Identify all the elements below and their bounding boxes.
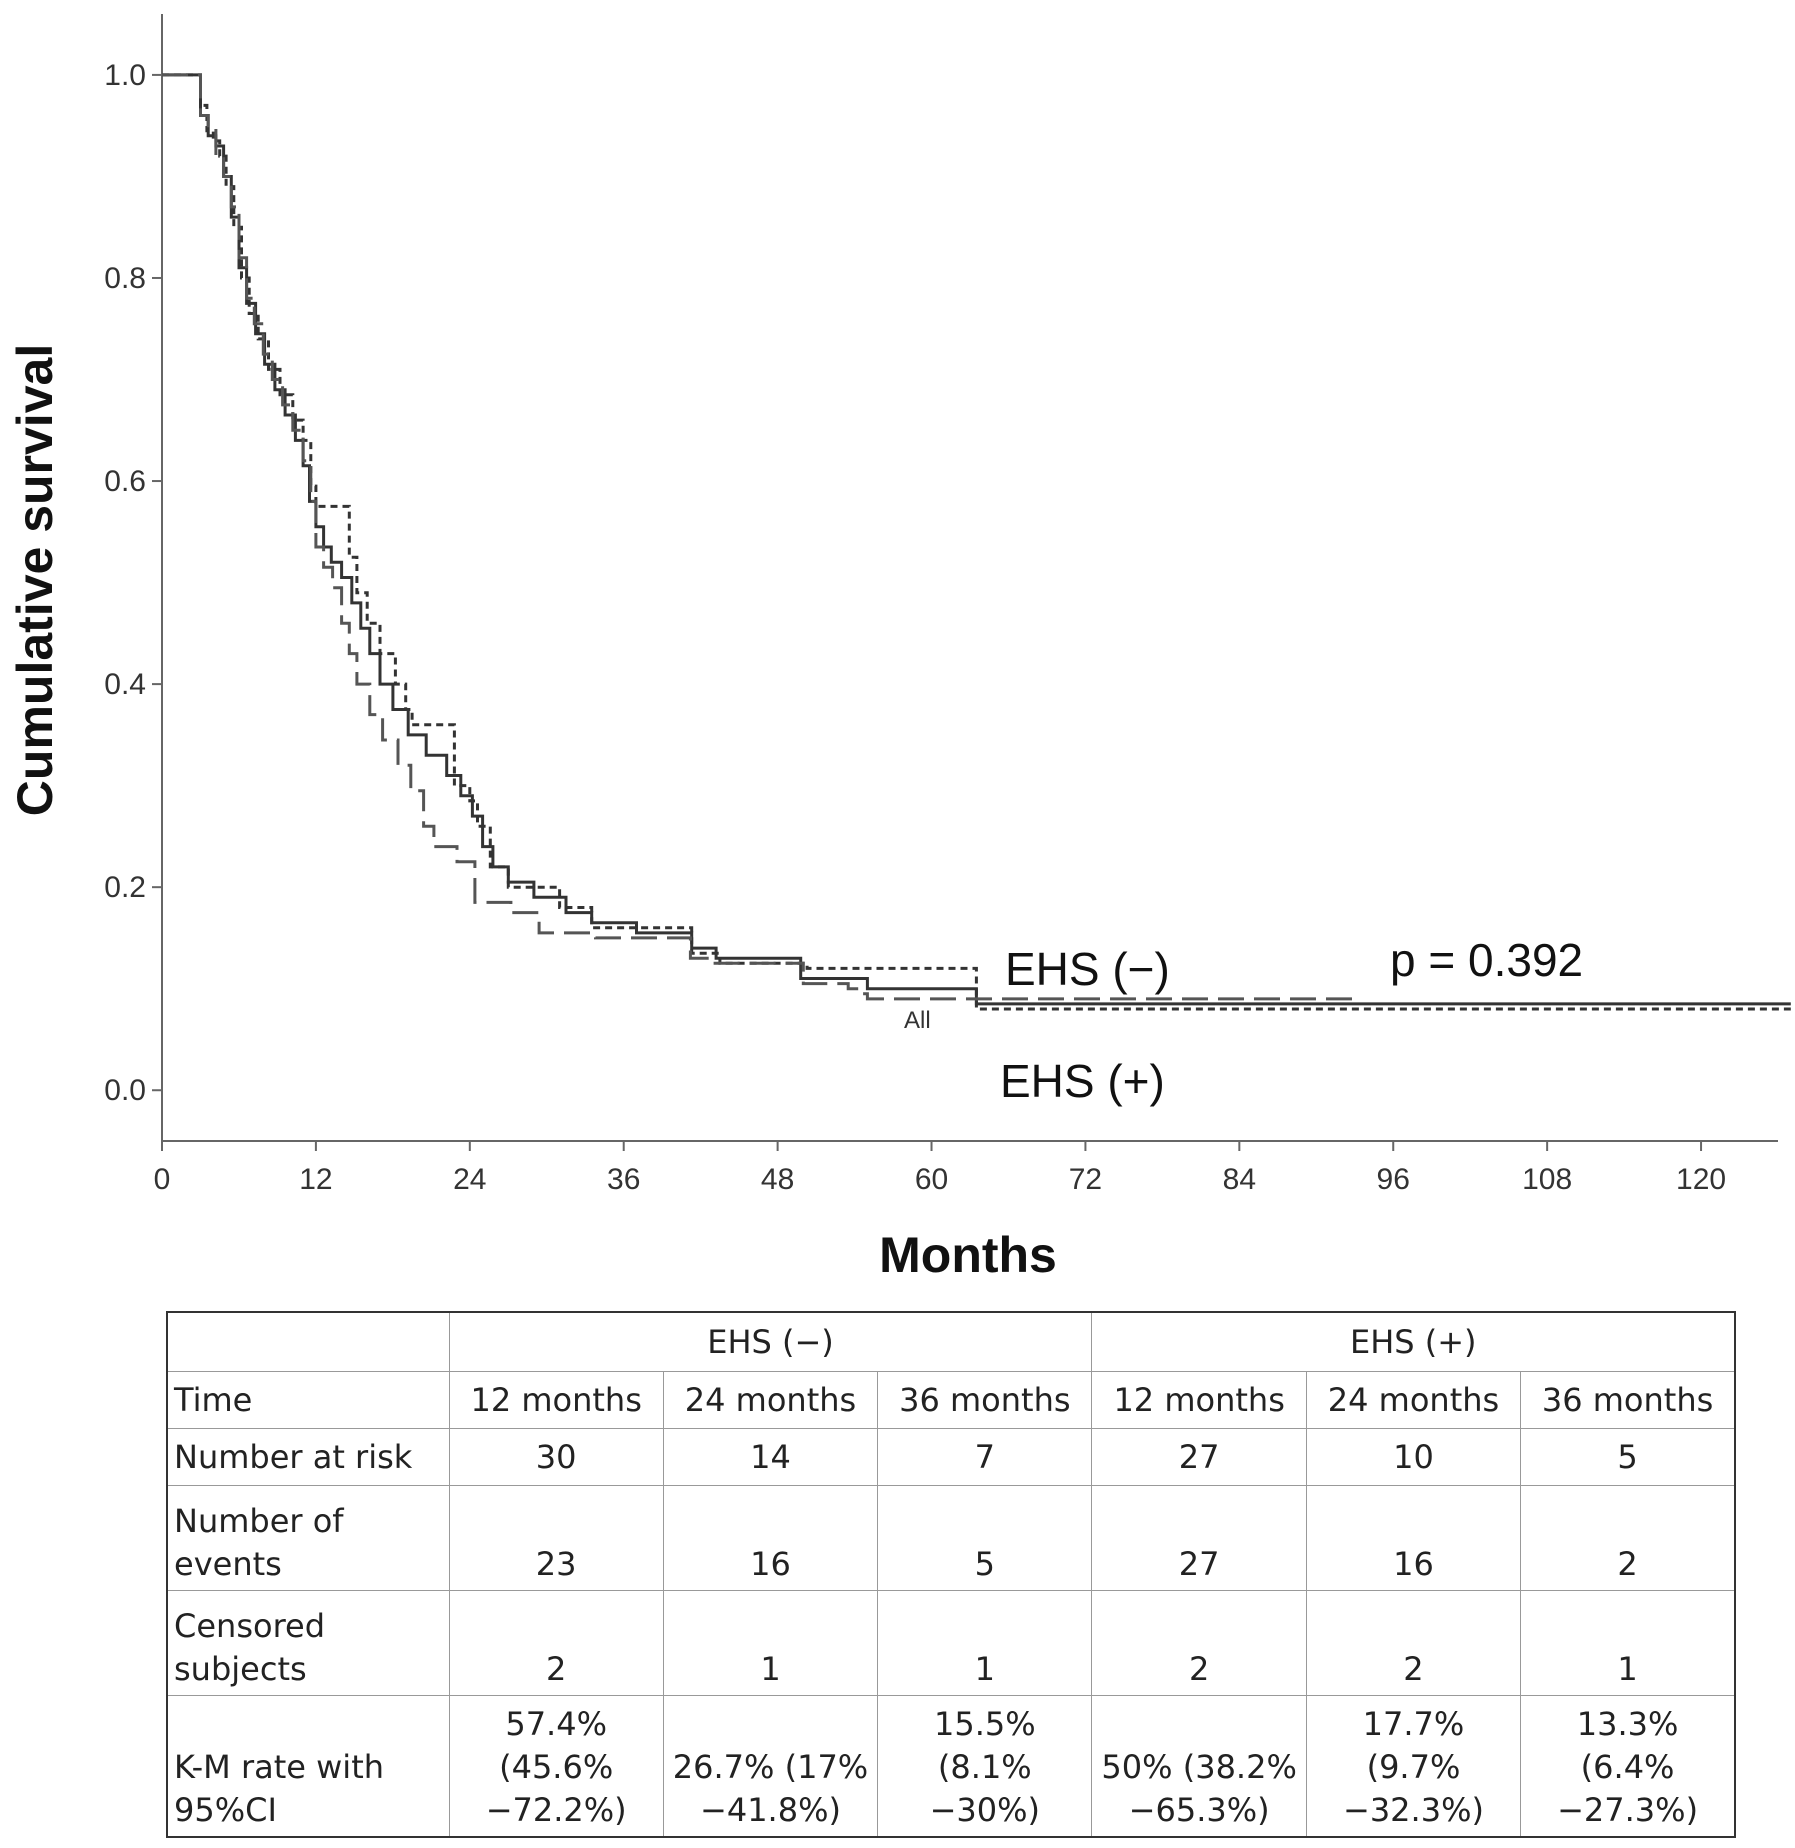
row-label-censored: Censored subjects bbox=[166, 1590, 450, 1696]
x-tick-label: 72 bbox=[1069, 1163, 1102, 1196]
y-ticks: 1.0 0.8 0.6 0.4 0.2 0.0 bbox=[104, 59, 162, 1107]
x-tick-label: 108 bbox=[1522, 1163, 1572, 1196]
time-header: 12 months bbox=[448, 1371, 664, 1429]
y-tick-label: 1.0 bbox=[104, 59, 146, 92]
table-cell: 13.3% (6.4% −27.3%) bbox=[1520, 1695, 1736, 1838]
row-label-events: Number of events bbox=[166, 1485, 450, 1591]
table-cell: 1 bbox=[1520, 1590, 1736, 1696]
table-group-header-row: EHS (−) EHS (+) bbox=[166, 1311, 1736, 1372]
table-cell: 7 bbox=[877, 1428, 1093, 1486]
table-cell: 14 bbox=[662, 1428, 879, 1486]
table-cell: 2 bbox=[1520, 1485, 1736, 1591]
time-label: Time bbox=[166, 1371, 450, 1429]
row-label-km-rate: K-M rate with 95%CI bbox=[166, 1695, 450, 1838]
row-label-at-risk: Number at risk bbox=[166, 1428, 450, 1486]
x-axis-label: Months bbox=[879, 1227, 1057, 1283]
table-cell: 27 bbox=[1091, 1485, 1307, 1591]
x-tick-label: 12 bbox=[299, 1163, 332, 1196]
time-header: 36 months bbox=[877, 1371, 1093, 1429]
table-row: Number at risk 30 14 7 27 10 5 bbox=[166, 1428, 1736, 1486]
table-cell: 10 bbox=[1305, 1428, 1522, 1486]
table-row: Number of events 23 16 5 27 16 2 bbox=[166, 1485, 1736, 1591]
table-row: Censored subjects 2 1 1 2 2 1 bbox=[166, 1590, 1736, 1696]
survival-curve-all bbox=[162, 73, 1791, 1006]
chart-axes bbox=[161, 14, 1778, 1142]
y-tick-label: 0.8 bbox=[104, 262, 146, 295]
y-tick-label: 0.4 bbox=[104, 668, 146, 701]
x-tick-label: 96 bbox=[1377, 1163, 1410, 1196]
table-row: K-M rate with 95%CI 57.4% (45.6% −72.2%)… bbox=[166, 1695, 1736, 1838]
time-header: 24 months bbox=[662, 1371, 879, 1429]
table-cell: 5 bbox=[877, 1485, 1093, 1591]
table-cell: 5 bbox=[1520, 1428, 1736, 1486]
group-header-ehs-positive: EHS (+) bbox=[1091, 1311, 1736, 1372]
table-cell: 27 bbox=[1091, 1428, 1307, 1486]
y-tick-label: 0.6 bbox=[104, 465, 146, 498]
table-corner-cell bbox=[166, 1311, 450, 1372]
annotation-ehs-negative: EHS (−) bbox=[1005, 943, 1170, 995]
table-cell: 15.5% (8.1% −30%) bbox=[877, 1695, 1093, 1838]
survival-curves bbox=[162, 73, 1791, 1011]
x-tick-label: 84 bbox=[1223, 1163, 1256, 1196]
time-header: 36 months bbox=[1520, 1371, 1736, 1429]
table-cell: 16 bbox=[662, 1485, 879, 1591]
y-tick-label: 0.0 bbox=[104, 1074, 146, 1107]
annotation-ehs-positive: EHS (+) bbox=[1000, 1055, 1165, 1107]
table-cell: 30 bbox=[448, 1428, 664, 1486]
time-header: 12 months bbox=[1091, 1371, 1307, 1429]
table-cell: 2 bbox=[448, 1590, 664, 1696]
table-cell: 16 bbox=[1305, 1485, 1522, 1591]
annotation-p-value: p = 0.392 bbox=[1390, 934, 1583, 986]
table-cell: 1 bbox=[877, 1590, 1093, 1696]
x-tick-label: 60 bbox=[915, 1163, 948, 1196]
table-time-header-row: Time 12 months 24 months 36 months 12 mo… bbox=[166, 1371, 1736, 1429]
table-cell: 2 bbox=[1091, 1590, 1307, 1696]
y-axis-label: Cumulative survival bbox=[7, 344, 63, 816]
table-cell: 1 bbox=[662, 1590, 879, 1696]
table-cell: 50% (38.2% −65.3%) bbox=[1091, 1695, 1307, 1838]
x-ticks: 0 12 24 36 48 60 72 84 96 108 120 bbox=[154, 1141, 1726, 1196]
group-header-ehs-negative: EHS (−) bbox=[448, 1311, 1093, 1372]
table-cell: 26.7% (17% −41.8%) bbox=[662, 1695, 879, 1838]
table-cell: 23 bbox=[448, 1485, 664, 1591]
survival-curve-ehs_pos bbox=[162, 73, 1355, 1001]
km-summary-table: EHS (−) EHS (+) Time 12 months 24 months… bbox=[166, 1311, 1736, 1838]
x-tick-label: 24 bbox=[453, 1163, 486, 1196]
y-tick-label: 0.2 bbox=[104, 871, 146, 904]
x-tick-label: 120 bbox=[1676, 1163, 1726, 1196]
x-tick-label: 48 bbox=[761, 1163, 794, 1196]
survival-curve-ehs_neg bbox=[162, 73, 1791, 1011]
time-header: 24 months bbox=[1305, 1371, 1522, 1429]
x-tick-label: 36 bbox=[607, 1163, 640, 1196]
x-tick-label: 0 bbox=[154, 1163, 171, 1196]
km-survival-chart: 1.0 0.8 0.6 0.4 0.2 0.0 0 12 24 36 48 60 72 84 96 108 1… bbox=[7, 14, 1791, 1283]
annotation-all: All bbox=[904, 1007, 931, 1034]
table-cell: 57.4% (45.6% −72.2%) bbox=[448, 1695, 664, 1838]
table-cell: 17.7% (9.7% −32.3%) bbox=[1305, 1695, 1522, 1838]
table-cell: 2 bbox=[1305, 1590, 1522, 1696]
